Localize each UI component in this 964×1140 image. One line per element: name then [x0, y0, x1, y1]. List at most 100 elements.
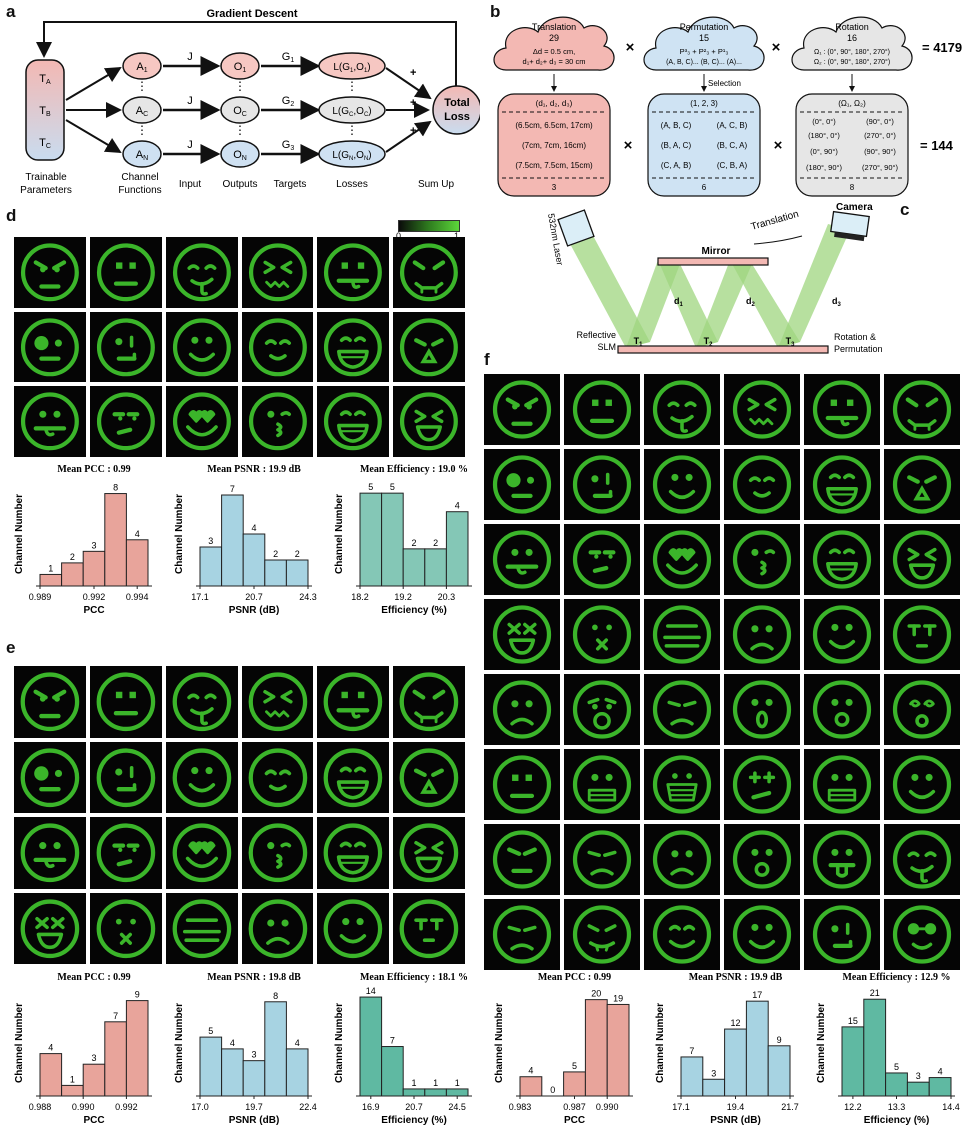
emoji-cell	[644, 674, 720, 745]
chart-tick-label: 0.989	[29, 592, 52, 602]
chart-tick-label: 12.2	[844, 1102, 862, 1112]
chart-title: Mean PSNR : 19.9 dB	[207, 464, 301, 475]
chart-xlabel: PCC	[83, 1115, 104, 1126]
svg-text:16: 16	[847, 33, 857, 43]
chart-bar	[359, 996, 383, 1097]
svg-text:+: +	[410, 125, 416, 137]
optical-setup: 532nm Laser Camera Translation Mirror Re…	[546, 202, 883, 354]
svg-text:Reflective: Reflective	[576, 330, 616, 340]
chart-title: Mean Efficiency : 18.1 %	[360, 972, 468, 983]
emoji-cell	[89, 892, 162, 964]
svg-text:Rotation: Rotation	[835, 22, 869, 32]
loss-node-c	[318, 96, 386, 124]
chart-xlabel: PSNR (dB)	[710, 1115, 761, 1126]
emoji-face	[20, 747, 80, 807]
emoji-cell	[804, 899, 880, 970]
emoji-face	[652, 755, 712, 814]
emoji-face	[892, 530, 952, 589]
emoji-cell	[564, 674, 640, 745]
chart-data-label: 4	[455, 501, 460, 511]
chart-tick-label: 17.1	[672, 1102, 690, 1112]
chart-tick-label: 20.7	[405, 1102, 423, 1112]
svg-text:(B, A, C): (B, A, C)	[661, 141, 692, 150]
svg-text:Permutation: Permutation	[834, 344, 883, 354]
emoji-cell	[484, 899, 560, 970]
histograms-f: Mean PCC : 0.99 Channel Number 4 0 5 20 19 0.98…	[494, 972, 960, 1126]
chart-data-label: 1	[70, 1074, 75, 1084]
chart-tick-label: 14.4	[942, 1102, 960, 1112]
emoji-face	[652, 530, 712, 589]
svg-text:L(G1,O1): L(G1,O1)	[333, 62, 370, 74]
svg-text:Δd = 0.5 cm,: Δd = 0.5 cm,	[533, 47, 575, 56]
emoji-cell	[317, 666, 390, 738]
svg-text:AC: AC	[136, 105, 148, 118]
svg-text:⋮: ⋮	[346, 123, 358, 137]
emoji-face	[652, 605, 712, 664]
svg-text:(C, B, A): (C, B, A)	[717, 161, 748, 170]
colorbar	[398, 220, 460, 232]
emoji-cell	[804, 824, 880, 895]
emoji-cell	[393, 311, 465, 383]
emoji-cell	[644, 374, 720, 445]
emoji-face	[172, 823, 231, 883]
svg-text:(270°, 90°): (270°, 90°)	[862, 163, 899, 172]
chart-bar	[221, 494, 244, 587]
emoji-face	[812, 380, 872, 439]
emoji-cell	[724, 374, 800, 445]
chart-bar	[767, 1045, 791, 1097]
chart-data-label: 2	[295, 549, 300, 559]
chart-bar	[906, 1081, 930, 1097]
chart-data-label: 5	[208, 1026, 213, 1036]
channel-node-1	[122, 52, 162, 80]
gradient-descent-label: Gradient Descent	[206, 8, 297, 20]
svg-text:T2: T2	[704, 336, 714, 348]
emoji-face	[172, 243, 231, 302]
svg-text:6: 6	[702, 183, 707, 192]
svg-text:3: 3	[552, 183, 557, 192]
svg-text:(A, B, C): (A, B, C)	[661, 121, 692, 130]
chart-data-label: 8	[273, 991, 278, 1001]
emoji-cell	[644, 899, 720, 970]
emoji-cell	[884, 374, 960, 445]
emoji-cell	[564, 449, 640, 520]
emoji-cell	[724, 824, 800, 895]
svg-text:Targets: Targets	[274, 179, 307, 190]
emoji-cell	[89, 666, 162, 738]
chart-tick-label: 18.2	[351, 592, 369, 602]
total-4179: = 4179	[922, 40, 962, 55]
output-node-n	[220, 140, 260, 168]
emoji-cell	[165, 311, 238, 383]
emoji-cell	[317, 386, 390, 457]
emoji-face	[732, 680, 792, 739]
emoji-face	[652, 905, 712, 964]
emoji-face	[172, 318, 231, 376]
chart-ylabel: Channel Number	[655, 1003, 666, 1083]
emoji-face	[732, 605, 792, 664]
emoji-face	[572, 905, 632, 964]
chart-bar	[863, 998, 887, 1097]
svg-text:A1: A1	[136, 61, 147, 74]
svg-text:(d₁, d₂, d₃): (d₁, d₂, d₃)	[536, 99, 573, 108]
chart-bar	[724, 1028, 747, 1097]
emoji-face	[323, 898, 383, 958]
emoji-cell	[484, 674, 560, 745]
svg-text:G3: G3	[282, 139, 295, 152]
emoji-face	[400, 318, 459, 376]
chart-tick-label: 17.0	[191, 1102, 209, 1112]
chart-data-label: 1	[455, 1078, 460, 1088]
output-node-1	[220, 52, 260, 80]
chart-bar	[199, 546, 223, 587]
emoji-face	[324, 392, 383, 451]
emoji-cell	[165, 237, 238, 308]
chart-tick-label: 21.7	[781, 1102, 799, 1112]
param-t-b: TB	[39, 105, 51, 118]
svg-text:G1: G1	[282, 51, 295, 64]
svg-text:⋮: ⋮	[136, 123, 148, 137]
chart-tick-label: 19.4	[727, 1102, 745, 1112]
svg-text:Translation: Translation	[532, 22, 576, 32]
emoji-cell	[89, 817, 162, 889]
slm	[617, 345, 829, 354]
emoji-cell	[165, 741, 238, 813]
emoji-cell	[241, 666, 314, 738]
svg-text:J: J	[187, 139, 193, 151]
